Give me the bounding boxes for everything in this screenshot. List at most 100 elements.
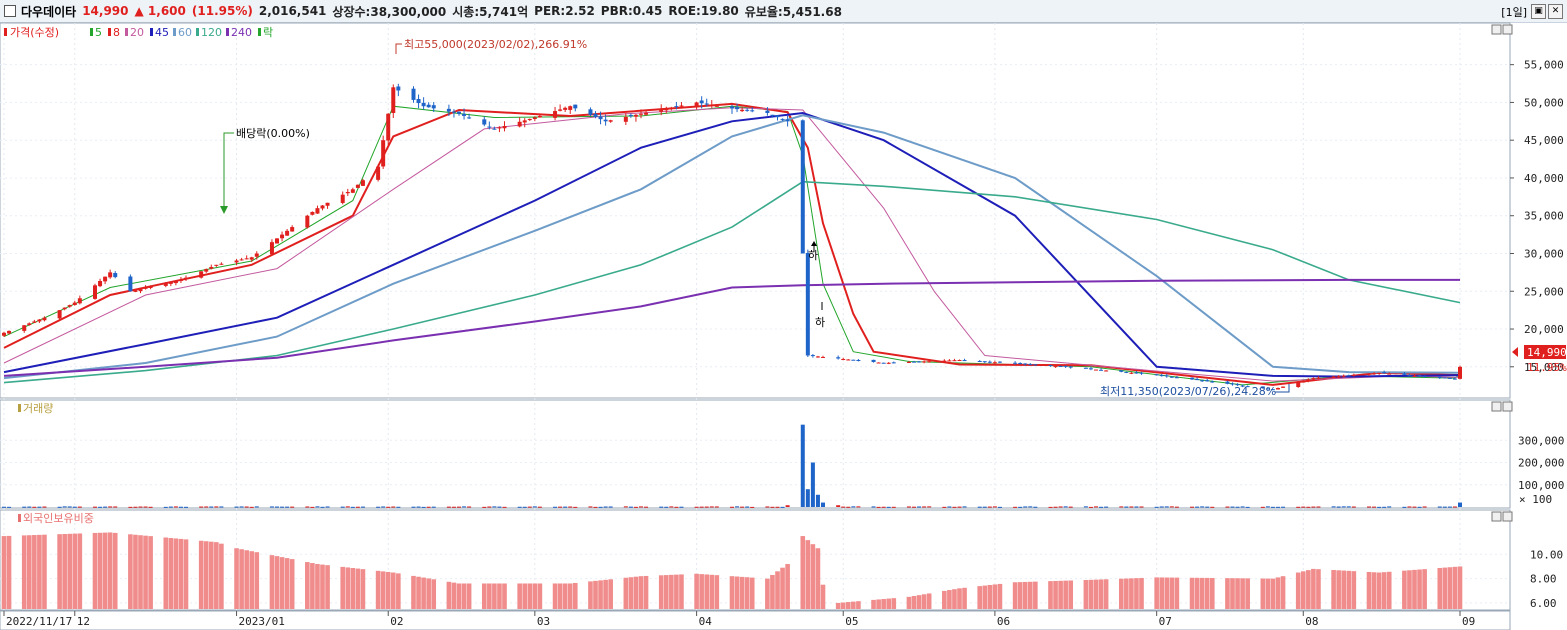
foreign-ratio-bar xyxy=(254,552,260,609)
select-checkbox[interactable] xyxy=(4,5,16,17)
volume-bar xyxy=(922,506,927,508)
foreign-ratio-bar xyxy=(820,584,826,609)
volume-bar xyxy=(310,506,315,508)
foreign-ratio-bar xyxy=(1083,579,1089,609)
candle-body xyxy=(214,264,219,266)
candle-body xyxy=(280,234,285,239)
volume-bar xyxy=(1276,506,1280,508)
volume-bar xyxy=(957,506,962,508)
volume-bar xyxy=(1372,506,1377,508)
foreign-ratio-bar xyxy=(37,534,42,609)
candle-body xyxy=(912,361,916,363)
foreign-ratio-bar xyxy=(431,579,437,609)
candle-body xyxy=(568,106,573,110)
foreign-ratio-bar xyxy=(598,580,603,609)
candle-body xyxy=(785,119,790,122)
candle-body xyxy=(997,361,1002,363)
foreign-ratio-bar xyxy=(163,537,169,609)
volume-bar xyxy=(275,506,279,508)
volume-bar xyxy=(1099,506,1104,508)
foreign-ratio-bar xyxy=(72,533,78,609)
candle-body xyxy=(57,310,62,319)
volume-bar xyxy=(168,506,173,508)
volume-bar xyxy=(532,506,537,508)
time-tick-label: 2023/01 xyxy=(239,615,285,628)
foreign-ratio-bar xyxy=(537,583,543,609)
candle-body xyxy=(745,109,750,111)
restore-icon[interactable]: ▣ xyxy=(1531,4,1546,19)
foreign-ratio-bar xyxy=(77,533,83,609)
volume-bar xyxy=(1013,506,1018,508)
price-tick-label: 15,000 xyxy=(1524,361,1564,374)
foreign-ratio-bar xyxy=(517,583,522,609)
volume-bar xyxy=(1023,506,1028,508)
volume-bar xyxy=(573,506,578,508)
close-icon[interactable]: ✕ xyxy=(1548,4,1563,19)
volume-bar xyxy=(285,506,290,508)
candle-body xyxy=(573,104,578,109)
candle-body xyxy=(168,282,173,284)
volume-bar xyxy=(1068,506,1073,508)
candle-body xyxy=(1225,381,1230,384)
volume-bar xyxy=(1351,506,1356,508)
current-price-tag: 14,990 11.95% xyxy=(1512,345,1567,374)
volume-bar xyxy=(1053,506,1058,508)
foreign-ratio-bar xyxy=(1129,578,1134,609)
foreign-ratio-bar xyxy=(906,596,912,609)
foreign-ratio-bar xyxy=(355,568,361,609)
candle-body xyxy=(608,120,613,122)
foreign-ratio-bar xyxy=(729,576,735,609)
candle-body xyxy=(735,107,740,110)
foreign-ratio-bar xyxy=(679,574,684,609)
candle-body xyxy=(906,362,911,364)
volume-bar xyxy=(815,494,820,507)
volume-bar xyxy=(770,506,775,508)
candle-body xyxy=(239,259,244,261)
volume-bar xyxy=(396,506,401,508)
volume-bar xyxy=(871,506,876,508)
volume-bar xyxy=(992,506,997,508)
volume-bar xyxy=(1235,506,1240,508)
volume-panel[interactable] xyxy=(0,399,1511,509)
candle-body xyxy=(1260,386,1265,389)
foreign-ratio-bar xyxy=(567,583,573,609)
volume-bar xyxy=(780,506,785,508)
candle-body xyxy=(871,359,876,363)
candle-body xyxy=(138,288,143,292)
price-tick-label: 40,000 xyxy=(1524,172,1564,185)
foreign-ratio-bar xyxy=(1154,577,1159,609)
volume-bar xyxy=(1306,506,1311,508)
foreign-ratio-bar xyxy=(1017,582,1023,609)
candle-body xyxy=(497,127,502,129)
candle-body xyxy=(22,325,27,331)
time-tick-label: 02 xyxy=(390,615,403,628)
stock-info-bar: 다우데이타 14,990 ▲ 1,600 (11.95%) 2,016,541 … xyxy=(0,0,1567,23)
period-selector[interactable]: [1일] xyxy=(1501,6,1527,19)
candle-body xyxy=(1387,373,1392,375)
price-panel[interactable] xyxy=(0,22,1511,399)
candle-body xyxy=(108,272,113,278)
candle-body xyxy=(1377,372,1382,374)
foreign-ratio-bar xyxy=(608,579,613,609)
candle-body xyxy=(1210,381,1215,383)
candle-body xyxy=(1240,385,1245,387)
candle-body xyxy=(1159,375,1164,377)
foreign-ratio-bar xyxy=(310,563,315,609)
stock-name[interactable]: 다우데이타 xyxy=(21,4,77,19)
foreign-ratio-bar xyxy=(107,532,113,609)
volume-bar xyxy=(1447,506,1452,508)
candle-body xyxy=(1195,378,1200,381)
candle-body xyxy=(1190,377,1195,380)
candle-body xyxy=(1452,378,1457,380)
candle-body xyxy=(659,109,664,112)
foreign-ratio-bar xyxy=(1331,570,1336,609)
candle-body xyxy=(669,107,674,109)
foreign-ratio-bar xyxy=(502,583,507,609)
candle-body xyxy=(244,258,249,260)
legend-ma120: 120 xyxy=(201,26,222,39)
foreign-ratio-bar xyxy=(780,567,785,609)
volume-bar xyxy=(138,506,143,508)
panel-buttons[interactable] xyxy=(1491,24,1513,522)
volume-bar xyxy=(467,506,472,508)
foreign-ratio-bar xyxy=(694,573,699,609)
